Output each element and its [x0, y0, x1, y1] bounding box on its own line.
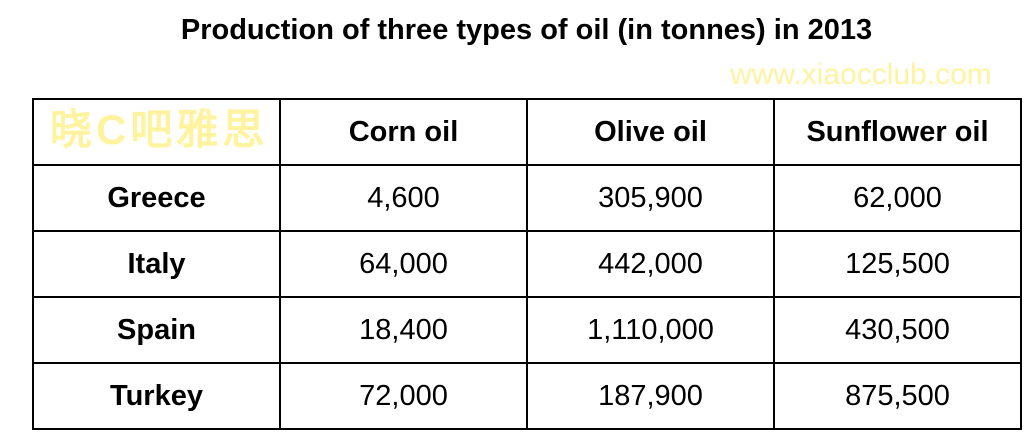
table-row: Greece 4,600 305,900 62,000	[32, 164, 1022, 232]
header-cell: Sunflower oil	[773, 98, 1022, 166]
table-cell: 18,400	[279, 296, 528, 364]
row-label: Greece	[32, 164, 281, 232]
header-row: Corn oil Olive oil Sunflower oil	[32, 98, 1022, 166]
table-cell: 1,110,000	[526, 296, 775, 364]
table-cell: 187,900	[526, 362, 775, 430]
table-row: Italy 64,000 442,000 125,500	[32, 230, 1022, 298]
watermark-url: www.xiaocclub.com	[730, 58, 992, 91]
table-cell: 4,600	[279, 164, 528, 232]
table-row: Turkey 72,000 187,900 875,500	[32, 362, 1022, 430]
table-cell: 875,500	[773, 362, 1022, 430]
row-label: Italy	[32, 230, 281, 298]
header-cell: Olive oil	[526, 98, 775, 166]
table-cell: 64,000	[279, 230, 528, 298]
header-cell	[32, 98, 281, 166]
table-cell: 72,000	[279, 362, 528, 430]
oil-production-table: Corn oil Olive oil Sunflower oil Greece …	[32, 98, 1022, 430]
table-row: Spain 18,400 1,110,000 430,500	[32, 296, 1022, 364]
header-cell: Corn oil	[279, 98, 528, 166]
row-label: Spain	[32, 296, 281, 364]
table-cell: 430,500	[773, 296, 1022, 364]
table-cell: 125,500	[773, 230, 1022, 298]
table-cell: 442,000	[526, 230, 775, 298]
table-title: Production of three types of oil (in ton…	[180, 14, 873, 46]
table-cell: 62,000	[773, 164, 1022, 232]
table-cell: 305,900	[526, 164, 775, 232]
row-label: Turkey	[32, 362, 281, 430]
